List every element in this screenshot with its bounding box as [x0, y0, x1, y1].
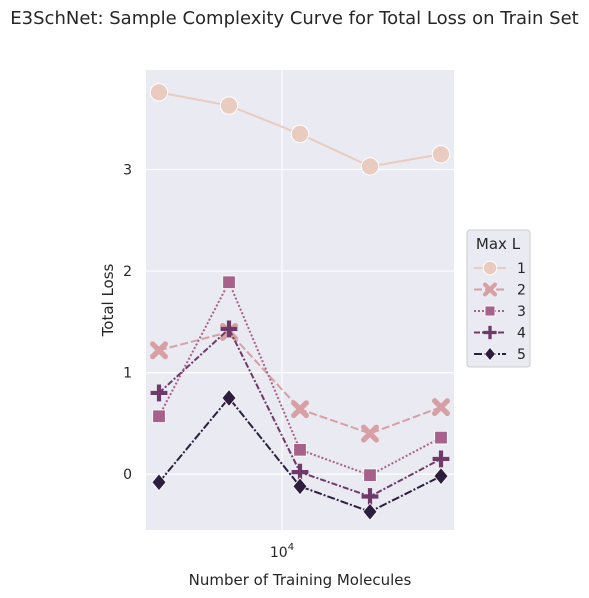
- legend-label-2: 2: [517, 283, 526, 299]
- y-tick-label: 2: [123, 264, 132, 280]
- data-point: [222, 275, 236, 289]
- legend-label-5: 5: [517, 347, 526, 363]
- legend: Max L 1 2 3 4 5: [466, 229, 531, 368]
- data-point: [290, 124, 310, 144]
- data-point: [220, 320, 238, 338]
- data-point: [431, 145, 451, 164]
- data-point: [361, 424, 379, 443]
- data-point: [152, 409, 166, 423]
- legend-marker-4: [483, 325, 497, 340]
- data-point: [361, 488, 379, 505]
- data-point: [150, 384, 168, 402]
- series-line-5: [158, 396, 442, 513]
- y-tick-label: 3: [123, 163, 132, 179]
- data-point: [363, 468, 377, 482]
- data-point: [221, 388, 237, 408]
- legend-label-4: 4: [517, 326, 526, 342]
- data-point: [291, 400, 309, 419]
- y-tick-label: 0: [123, 467, 132, 483]
- series-3: [152, 275, 448, 482]
- y-tick-label: 1: [123, 366, 132, 382]
- data-point: [362, 502, 378, 521]
- data-point: [434, 430, 448, 445]
- data-point: [150, 341, 168, 360]
- y-axis-label: Total Loss: [99, 263, 117, 337]
- data-point: [292, 477, 308, 496]
- legend-title: Max L: [476, 235, 521, 253]
- data-point: [432, 398, 450, 417]
- series-5: [151, 388, 449, 521]
- legend-marker-3: [484, 305, 496, 317]
- data-point: [151, 473, 167, 492]
- legend-label-3: 3: [517, 304, 526, 320]
- data-point: [293, 443, 307, 457]
- legend-marker-5: [483, 346, 497, 362]
- data-point: [149, 83, 169, 102]
- series-4: [150, 320, 450, 505]
- legend-marker-1: [482, 260, 498, 276]
- legend-label-1: 1: [517, 261, 526, 277]
- data-point: [433, 467, 449, 486]
- data-point: [219, 96, 239, 115]
- series-1: [149, 83, 451, 176]
- chart-title: E3SchNet: Sample Complexity Curve for To…: [10, 8, 578, 29]
- data-point: [432, 450, 450, 468]
- legend-marker-2: [482, 282, 498, 297]
- x-axis-label: Number of Training Molecules: [189, 571, 412, 589]
- x-tick-label: 104: [270, 542, 294, 561]
- data-point: [360, 157, 380, 176]
